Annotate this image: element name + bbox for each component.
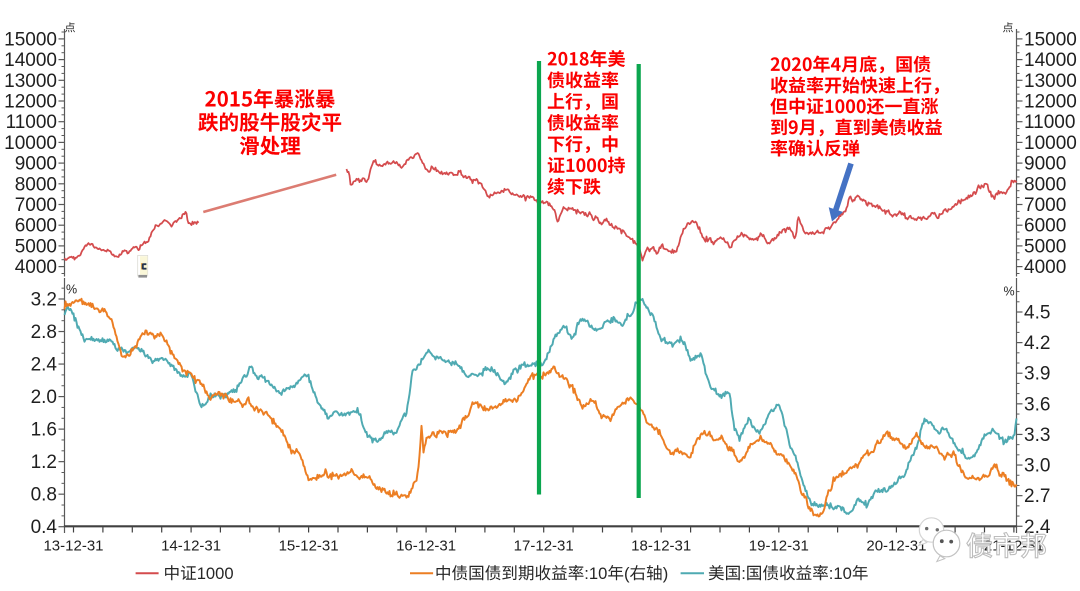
svg-text:9000: 9000 bbox=[1024, 154, 1066, 175]
svg-text:20-12-31: 20-12-31 bbox=[866, 538, 926, 555]
svg-text:%: % bbox=[1004, 285, 1015, 299]
svg-text:4000: 4000 bbox=[15, 257, 57, 278]
svg-text:7000: 7000 bbox=[1024, 195, 1066, 216]
svg-text:13000: 13000 bbox=[1024, 71, 1077, 92]
svg-text::: : bbox=[741, 564, 746, 583]
svg-text:1000: 1000 bbox=[197, 564, 234, 583]
svg-text:4000: 4000 bbox=[1024, 257, 1066, 278]
svg-text:4.5: 4.5 bbox=[1024, 303, 1050, 324]
svg-text:14000: 14000 bbox=[4, 50, 57, 71]
svg-text:0.8: 0.8 bbox=[31, 485, 57, 506]
svg-text:11000: 11000 bbox=[6, 112, 57, 133]
svg-text:5000: 5000 bbox=[15, 236, 57, 257]
svg-text:%: % bbox=[66, 283, 77, 297]
svg-text:8000: 8000 bbox=[1024, 174, 1066, 195]
svg-text:6000: 6000 bbox=[15, 216, 57, 237]
svg-text:9000: 9000 bbox=[15, 154, 57, 175]
svg-text:(: ( bbox=[624, 564, 630, 583]
svg-text:18-12-31: 18-12-31 bbox=[631, 538, 691, 555]
svg-text:14000: 14000 bbox=[1024, 50, 1077, 71]
svg-text:16-12-31: 16-12-31 bbox=[396, 538, 456, 555]
svg-text:8000: 8000 bbox=[15, 174, 57, 195]
svg-text:2.7: 2.7 bbox=[1024, 486, 1050, 507]
svg-text:13-12-31: 13-12-31 bbox=[43, 538, 103, 555]
svg-text:10000: 10000 bbox=[4, 133, 57, 154]
svg-text:12000: 12000 bbox=[1024, 92, 1077, 113]
svg-text:11000: 11000 bbox=[1024, 112, 1075, 133]
svg-text:0.4: 0.4 bbox=[31, 517, 58, 538]
svg-text:3.0: 3.0 bbox=[1024, 456, 1050, 477]
svg-text:2.8: 2.8 bbox=[31, 322, 57, 343]
svg-text:5000: 5000 bbox=[1024, 236, 1066, 257]
svg-text:17-12-31: 17-12-31 bbox=[514, 538, 574, 555]
svg-text:15000: 15000 bbox=[4, 29, 57, 50]
svg-text:2.4: 2.4 bbox=[31, 355, 58, 376]
svg-text:13000: 13000 bbox=[4, 71, 57, 92]
svg-text:1.2: 1.2 bbox=[31, 452, 57, 473]
svg-text:12000: 12000 bbox=[4, 92, 57, 113]
svg-text:10000: 10000 bbox=[1024, 133, 1077, 154]
svg-text:4.2: 4.2 bbox=[1024, 333, 1050, 354]
svg-text:2.4: 2.4 bbox=[1024, 517, 1051, 538]
svg-text:3.3: 3.3 bbox=[1024, 425, 1050, 446]
svg-text:15-12-31: 15-12-31 bbox=[279, 538, 339, 555]
svg-text:3.2: 3.2 bbox=[31, 290, 57, 311]
svg-text::10: :10 bbox=[829, 564, 852, 583]
svg-text:3.9: 3.9 bbox=[1024, 364, 1050, 385]
svg-text:15000: 15000 bbox=[1024, 29, 1077, 50]
svg-text::10: :10 bbox=[584, 564, 607, 583]
svg-text:1.6: 1.6 bbox=[31, 420, 57, 441]
svg-text:3.6: 3.6 bbox=[1024, 394, 1050, 415]
svg-text:7000: 7000 bbox=[15, 195, 57, 216]
svg-text:2.0: 2.0 bbox=[31, 387, 57, 408]
svg-text:6000: 6000 bbox=[1024, 216, 1066, 237]
svg-text:19-12-31: 19-12-31 bbox=[749, 538, 809, 555]
svg-text:14-12-31: 14-12-31 bbox=[161, 538, 221, 555]
svg-text:): ) bbox=[663, 564, 669, 583]
